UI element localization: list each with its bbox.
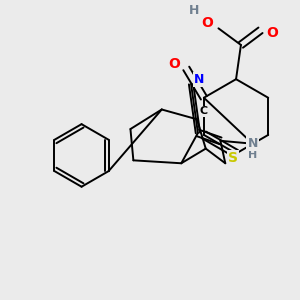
Text: H: H [189,4,199,17]
Text: N: N [248,137,258,150]
Text: O: O [169,56,181,70]
Text: O: O [201,16,213,30]
Text: N: N [194,73,204,86]
Text: O: O [266,26,278,40]
Text: C: C [200,106,208,116]
Text: H: H [248,150,257,161]
Text: S: S [228,152,238,165]
